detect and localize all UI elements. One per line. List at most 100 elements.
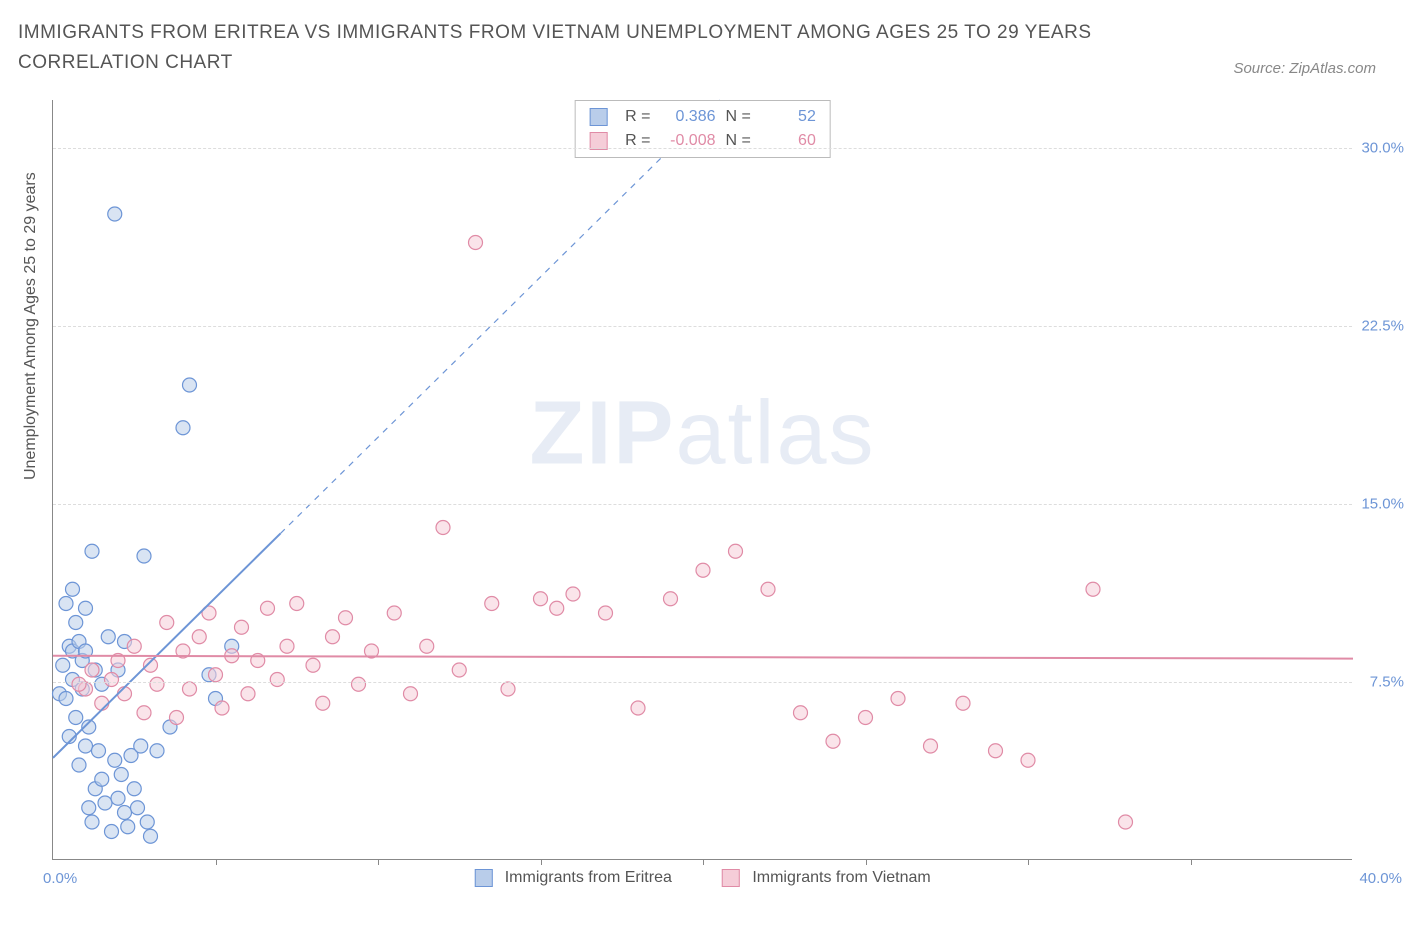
data-point-vietnam — [170, 711, 184, 725]
series-legend: Immigrants from Eritrea Immigrants from … — [474, 869, 930, 887]
data-point-vietnam — [696, 563, 710, 577]
x-tick — [216, 859, 217, 865]
legend-n-label: N = — [726, 129, 751, 153]
data-point-eritrea — [69, 616, 83, 630]
data-point-eritrea — [150, 744, 164, 758]
data-point-eritrea — [114, 768, 128, 782]
plot-svg — [53, 100, 1352, 859]
x-tick — [1191, 859, 1192, 865]
data-point-vietnam — [85, 663, 99, 677]
data-point-eritrea — [127, 782, 141, 796]
data-point-eritrea — [98, 796, 112, 810]
data-point-eritrea — [105, 825, 119, 839]
data-point-vietnam — [989, 744, 1003, 758]
data-point-vietnam — [1086, 582, 1100, 596]
data-point-vietnam — [404, 687, 418, 701]
data-point-vietnam — [183, 682, 197, 696]
legend-row-eritrea: R = 0.386 N = 52 — [589, 105, 816, 129]
data-point-vietnam — [306, 658, 320, 672]
data-point-vietnam — [105, 673, 119, 687]
data-point-vietnam — [859, 711, 873, 725]
data-point-vietnam — [485, 597, 499, 611]
data-point-eritrea — [85, 815, 99, 829]
data-point-vietnam — [352, 677, 366, 691]
gridline — [53, 148, 1352, 149]
data-point-eritrea — [108, 207, 122, 221]
data-point-eritrea — [108, 753, 122, 767]
y-tick-label: 30.0% — [1356, 139, 1404, 156]
data-point-vietnam — [316, 696, 330, 710]
data-point-vietnam — [534, 592, 548, 606]
correlation-legend: R = 0.386 N = 52 R = -0.008 N = 60 — [574, 100, 831, 158]
legend-label-eritrea: Immigrants from Eritrea — [505, 869, 672, 886]
plot-area: ZIPatlas R = 0.386 N = 52 R = -0.008 N =… — [52, 100, 1352, 860]
data-point-vietnam — [436, 521, 450, 535]
legend-n-value-eritrea: 52 — [761, 105, 816, 129]
data-point-vietnam — [241, 687, 255, 701]
data-point-vietnam — [420, 639, 434, 653]
legend-item-vietnam: Immigrants from Vietnam — [722, 869, 931, 887]
data-point-vietnam — [729, 544, 743, 558]
legend-r-value-vietnam: -0.008 — [661, 129, 716, 153]
data-point-eritrea — [95, 772, 109, 786]
y-axis-label: Unemployment Among Ages 25 to 29 years — [22, 172, 40, 480]
data-point-vietnam — [891, 692, 905, 706]
data-point-eritrea — [176, 421, 190, 435]
legend-row-vietnam: R = -0.008 N = 60 — [589, 129, 816, 153]
data-point-vietnam — [501, 682, 515, 696]
data-point-vietnam — [215, 701, 229, 715]
data-point-eritrea — [82, 801, 96, 815]
data-point-vietnam — [209, 668, 223, 682]
data-point-vietnam — [761, 582, 775, 596]
trend-line-vietnam — [53, 656, 1353, 659]
gridline — [53, 326, 1352, 327]
legend-r-value-eritrea: 0.386 — [661, 105, 716, 129]
y-tick-label: 22.5% — [1356, 317, 1404, 334]
gridline — [53, 504, 1352, 505]
x-tick — [866, 859, 867, 865]
data-point-vietnam — [924, 739, 938, 753]
data-point-eritrea — [59, 692, 73, 706]
data-point-eritrea — [140, 815, 154, 829]
data-point-eritrea — [79, 739, 93, 753]
data-point-vietnam — [261, 601, 275, 615]
legend-swatch-eritrea — [589, 108, 607, 126]
source-attribution: Source: ZipAtlas.com — [1233, 60, 1376, 77]
data-point-eritrea — [56, 658, 70, 672]
data-point-vietnam — [826, 734, 840, 748]
legend-swatch-vietnam — [722, 869, 740, 887]
data-point-eritrea — [111, 791, 125, 805]
legend-r-label: R = — [625, 129, 650, 153]
data-point-eritrea — [144, 829, 158, 843]
data-point-vietnam — [127, 639, 141, 653]
legend-r-label: R = — [625, 105, 650, 129]
x-tick — [1028, 859, 1029, 865]
data-point-vietnam — [72, 677, 86, 691]
data-point-eritrea — [59, 597, 73, 611]
legend-item-eritrea: Immigrants from Eritrea — [474, 869, 672, 887]
data-point-eritrea — [183, 378, 197, 392]
data-point-eritrea — [101, 630, 115, 644]
legend-n-value-vietnam: 60 — [761, 129, 816, 153]
x-tick — [703, 859, 704, 865]
data-point-vietnam — [137, 706, 151, 720]
data-point-vietnam — [280, 639, 294, 653]
legend-label-vietnam: Immigrants from Vietnam — [752, 869, 930, 886]
data-point-vietnam — [339, 611, 353, 625]
data-point-vietnam — [160, 616, 174, 630]
gridline — [53, 682, 1352, 683]
data-point-vietnam — [192, 630, 206, 644]
data-point-eritrea — [72, 758, 86, 772]
data-point-vietnam — [1021, 753, 1035, 767]
data-point-eritrea — [118, 806, 132, 820]
chart-title: IMMIGRANTS FROM ERITREA VS IMMIGRANTS FR… — [18, 18, 1138, 79]
data-point-vietnam — [95, 696, 109, 710]
data-point-vietnam — [290, 597, 304, 611]
trend-line-dashed-eritrea — [281, 100, 720, 533]
data-point-vietnam — [550, 601, 564, 615]
y-tick-label: 15.0% — [1356, 495, 1404, 512]
data-point-vietnam — [118, 687, 132, 701]
x-min-label: 0.0% — [43, 870, 77, 887]
data-point-vietnam — [599, 606, 613, 620]
data-point-vietnam — [566, 587, 580, 601]
